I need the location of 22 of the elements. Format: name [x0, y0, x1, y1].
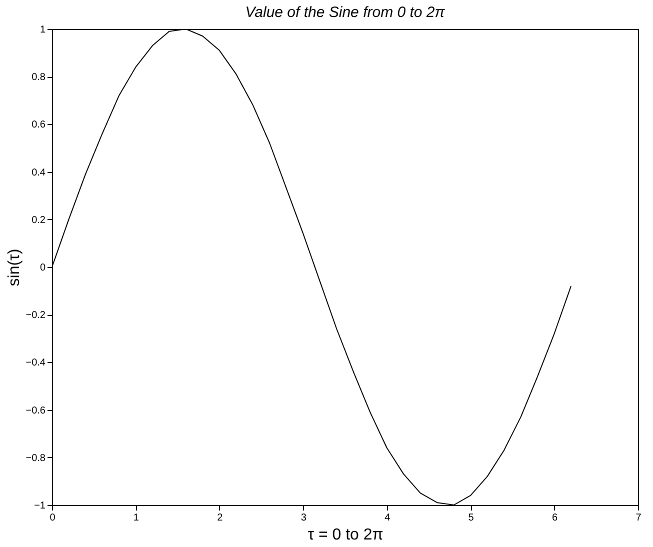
y-axis-title: sin(τ) — [6, 248, 23, 286]
x-tick-label: 3 — [300, 512, 307, 524]
chart-title: Value of the Sine from 0 to 2π — [245, 4, 446, 21]
y-tick-label: 1 — [40, 24, 46, 36]
y-tick-label: 0.8 — [32, 72, 46, 84]
x-tick-label: 5 — [468, 512, 474, 524]
x-tick-label: 6 — [552, 512, 558, 524]
y-tick-label: −1 — [34, 500, 46, 512]
y-tick-label: 0.2 — [32, 214, 46, 226]
x-tick-label: 4 — [384, 512, 391, 524]
x-tick-label: 0 — [50, 512, 56, 524]
y-tick-label: −0.6 — [26, 405, 46, 416]
y-tick-label: −0.4 — [26, 358, 46, 369]
y-tick-label: 0 — [40, 262, 46, 274]
x-axis-title: τ = 0 to 2π — [308, 526, 384, 544]
x-tick-label: 1 — [133, 512, 140, 524]
y-tick-label: 0.4 — [32, 167, 46, 178]
y-tick-label: −0.8 — [26, 452, 46, 464]
x-tick-label: 2 — [217, 512, 224, 524]
x-tick-label: 7 — [636, 512, 642, 524]
y-tick-label: 0.6 — [32, 120, 46, 131]
y-tick-label: −0.2 — [26, 310, 46, 322]
